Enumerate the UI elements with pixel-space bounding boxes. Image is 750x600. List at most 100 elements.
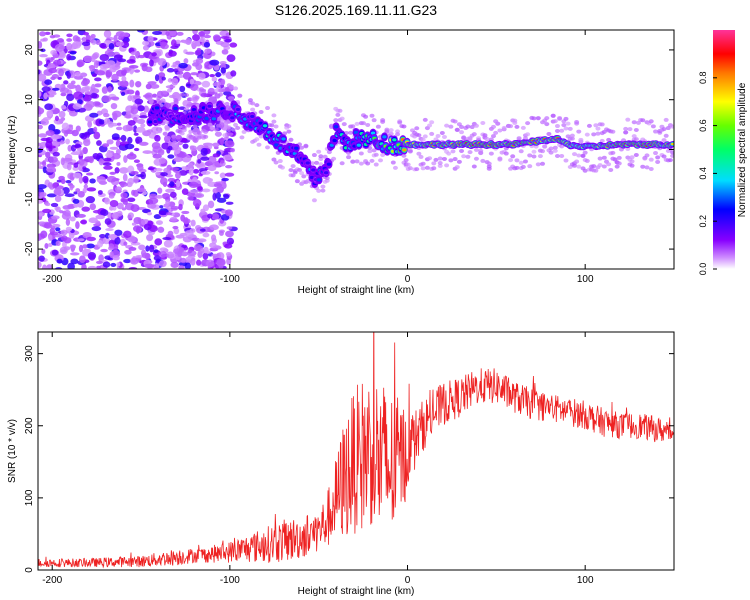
haze-cell bbox=[228, 85, 234, 90]
snr-x-label: Height of straight line (km) bbox=[298, 586, 415, 597]
haze-cell bbox=[416, 151, 422, 156]
noise-cell bbox=[139, 115, 148, 119]
noise-cell bbox=[102, 261, 111, 268]
noise-cell bbox=[178, 62, 188, 69]
noise-cell bbox=[111, 152, 121, 160]
haze-cell bbox=[633, 127, 639, 132]
spectrogram-x-tick-label: -100 bbox=[220, 274, 240, 285]
noise-cell bbox=[48, 234, 53, 242]
noise-cell bbox=[168, 145, 173, 151]
noise-cell bbox=[102, 143, 110, 148]
noise-cell bbox=[135, 126, 146, 133]
haze-cell bbox=[670, 153, 674, 158]
noise-cell bbox=[133, 132, 139, 136]
noise-cell bbox=[184, 262, 192, 269]
haze-cell bbox=[222, 133, 228, 138]
colorbar-tick-label: 0.0 bbox=[698, 263, 708, 276]
noise-cell bbox=[198, 31, 206, 37]
haze-cell bbox=[648, 157, 654, 162]
noise-cell bbox=[41, 266, 49, 269]
haze-cell bbox=[548, 146, 554, 151]
noise-cell bbox=[39, 191, 47, 198]
noise-cell bbox=[64, 193, 75, 198]
haze-cell bbox=[576, 153, 582, 158]
haze-cell bbox=[254, 137, 260, 142]
noise-cell bbox=[173, 146, 182, 152]
noise-cell bbox=[105, 152, 113, 158]
noise-cell bbox=[104, 197, 111, 205]
haze-cell bbox=[486, 161, 492, 166]
noise-cell bbox=[87, 265, 97, 269]
haze-cell bbox=[247, 98, 253, 103]
noise-cell bbox=[82, 166, 87, 171]
haze-cell bbox=[380, 152, 386, 157]
haze-cell bbox=[540, 149, 546, 154]
noise-cell bbox=[52, 129, 61, 135]
noise-cell bbox=[86, 187, 97, 192]
haze-cell bbox=[196, 130, 202, 135]
haze-cell bbox=[537, 154, 543, 159]
noise-cell bbox=[95, 70, 106, 76]
noise-cell bbox=[165, 136, 171, 141]
haze-cell bbox=[454, 165, 460, 170]
noise-cell bbox=[153, 168, 163, 172]
noise-cell bbox=[203, 30, 211, 35]
haze-cell bbox=[569, 136, 575, 141]
noise-cell bbox=[98, 158, 104, 166]
haze-cell bbox=[341, 122, 347, 127]
spectrogram-y-tick-label: -20 bbox=[24, 241, 35, 256]
noise-cell bbox=[220, 41, 230, 48]
noise-cell bbox=[224, 172, 235, 177]
noise-cell bbox=[42, 208, 52, 214]
noise-cell bbox=[103, 165, 113, 170]
spectrogram-x-label: Height of straight line (km) bbox=[298, 285, 415, 296]
noise-cell bbox=[147, 81, 157, 85]
noise-cell bbox=[55, 206, 61, 213]
noise-cell bbox=[170, 205, 180, 210]
noise-cell bbox=[163, 239, 173, 248]
noise-cell bbox=[107, 121, 114, 128]
haze-cell bbox=[211, 100, 217, 105]
noise-cell bbox=[143, 105, 150, 113]
noise-cell bbox=[209, 59, 220, 66]
noise-cell bbox=[177, 70, 184, 75]
noise-cell bbox=[133, 159, 140, 164]
noise-cell bbox=[128, 127, 134, 131]
noise-cell bbox=[144, 66, 153, 73]
noise-cell bbox=[138, 244, 146, 251]
haze-cell bbox=[188, 129, 194, 134]
spectrogram-x-tick-label: -200 bbox=[42, 274, 62, 285]
noise-cell bbox=[208, 142, 213, 150]
noise-cell bbox=[138, 141, 149, 146]
snr-y-tick-label: 0 bbox=[24, 567, 35, 573]
haze-cell bbox=[572, 152, 578, 157]
haze-cell bbox=[497, 157, 503, 162]
haze-cell bbox=[601, 164, 607, 169]
haze-cell bbox=[420, 137, 426, 142]
noise-cell bbox=[158, 250, 168, 258]
haze-cell bbox=[625, 117, 631, 122]
ridge-core bbox=[326, 162, 332, 166]
haze-cell bbox=[333, 118, 339, 123]
haze-cell bbox=[623, 126, 629, 131]
haze-cell bbox=[554, 128, 560, 133]
noise-cell bbox=[154, 134, 161, 142]
noise-cell bbox=[96, 265, 101, 269]
spectrogram-x-ticks: -200 -100 0 100 bbox=[42, 30, 594, 285]
haze-cell bbox=[670, 124, 674, 129]
haze-cell bbox=[233, 122, 239, 127]
noise-cell bbox=[224, 243, 233, 249]
noise-cell bbox=[192, 169, 200, 174]
noise-cell bbox=[114, 167, 120, 174]
noise-cell bbox=[131, 222, 137, 226]
noise-cell bbox=[65, 138, 70, 145]
noise-cell bbox=[86, 236, 96, 242]
noise-cell bbox=[149, 59, 154, 67]
noise-cell bbox=[170, 261, 180, 268]
haze-cell bbox=[424, 165, 430, 170]
snr-y-label: SNR (10 * v/v) bbox=[7, 419, 18, 483]
haze-cell bbox=[456, 159, 462, 164]
haze-cell bbox=[369, 158, 375, 163]
noise-cell bbox=[172, 225, 179, 230]
haze-cell bbox=[407, 149, 413, 154]
